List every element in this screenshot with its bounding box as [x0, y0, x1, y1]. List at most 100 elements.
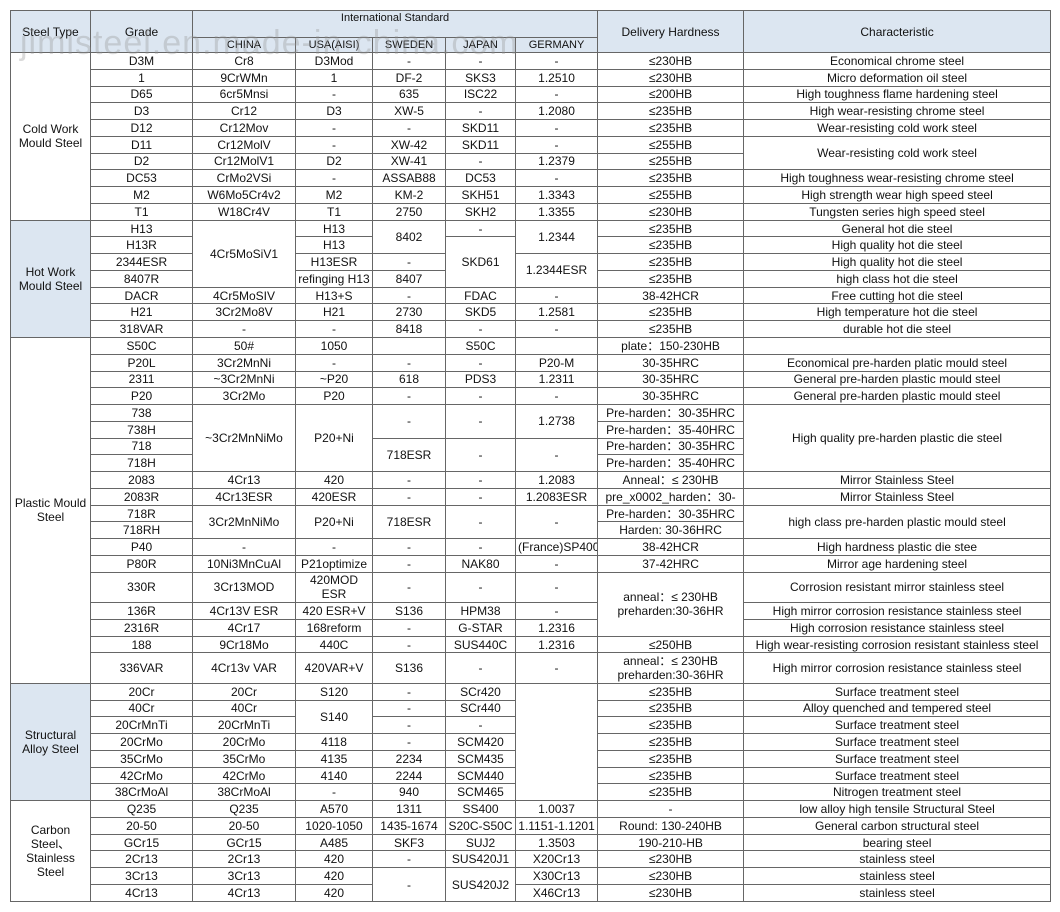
cell: 3Cr2MnNiMo: [192, 504, 296, 540]
cell: 1.1151-1.1201: [514, 816, 599, 835]
cell: Surface treatment steel: [743, 766, 1052, 785]
cell: 4Cr13ESR: [192, 487, 296, 506]
table-row: DACR 4Cr5MoSIV H13+S - FDAC -38-42HCR Free cut…: [11, 286, 1052, 305]
cell: 3Cr2Mo8V: [192, 303, 296, 322]
cell: High corrosion resistance stainless stee…: [743, 618, 1052, 637]
cell: -: [372, 404, 446, 439]
cell: Pre-harden：30-35HRC: [597, 404, 745, 422]
cell: -: [192, 320, 296, 339]
cell: 9CrWMn: [192, 68, 296, 87]
cell: ≤230HB: [597, 867, 745, 885]
cell: A485: [295, 833, 373, 852]
cell: -: [445, 716, 516, 735]
cell: 20CrMnTi: [90, 716, 193, 735]
cell: -: [295, 538, 373, 556]
cell: H13R: [90, 236, 193, 255]
cell: General carbon structural steel: [743, 816, 1052, 835]
cell: -: [514, 554, 599, 573]
table-row: 330R 3Cr13MOD 420MOD ESR - - - anneal：≤ 230HB …: [11, 571, 1052, 637]
table-row: 3Cr13 3Cr13 420- SUS420J2 X30Cr13 ≤230HB stain…: [11, 867, 1052, 902]
cell: General pre-harden plastic mould steel: [743, 387, 1052, 406]
cell: 30-35HRC: [597, 353, 745, 372]
table-row: P20L 3Cr2MnNi - - - P20-M 30-35HRC Economical p…: [11, 353, 1052, 372]
cell: 2083: [90, 471, 193, 489]
cell: H13ESR: [295, 253, 373, 271]
cell: ≤235HB: [597, 269, 745, 288]
table-header: Steel Type Grade International Standard …: [10, 10, 1052, 53]
cell: 318VAR: [90, 320, 193, 339]
cell: 2244: [372, 766, 446, 785]
cell: 738H: [90, 420, 193, 439]
header-cell: International Standard: [191, 10, 599, 38]
cell: 1.2738: [514, 404, 599, 439]
cell: -: [514, 169, 599, 188]
cell: High temperature hot die steel: [743, 303, 1052, 322]
header-cell: Steel Type: [10, 10, 91, 53]
cell: -: [514, 504, 599, 540]
cell: -: [445, 471, 516, 489]
cell: PDS3: [445, 370, 516, 389]
cell: A570: [295, 800, 373, 818]
cell: -: [445, 353, 516, 372]
cell: -: [597, 800, 745, 818]
cell: 1.2510: [514, 68, 599, 87]
table-row: 2344ESR H13ESR - 1.2344ESR ≤235HB High qualit…: [11, 253, 1052, 288]
cell: W18Cr4V: [192, 202, 296, 221]
cell: P80R: [90, 554, 193, 573]
cell: S50C: [445, 337, 516, 355]
cell: 1.2581: [514, 303, 599, 322]
cell: M2: [90, 186, 193, 204]
cell: ≤230HB: [597, 850, 745, 869]
cell: Wear-resisting cold work steel: [743, 135, 1052, 171]
cell: Q235: [192, 800, 296, 818]
cell: Corrosion resistant mirror stainless ste…: [743, 571, 1052, 604]
cell: 4Cr13v VAR: [192, 652, 296, 684]
steel-table: Steel Type Grade International Standard …: [10, 10, 1052, 902]
cell: Wear-resisting cold work steel: [743, 119, 1052, 137]
cell: D3: [295, 102, 373, 121]
table-row: 718RH Harden: 30-36HRC: [11, 521, 1051, 540]
cell: 38CrMoAl: [90, 783, 193, 802]
cell: High toughness flame hardening steel: [743, 85, 1052, 104]
cell: 1.2083: [514, 471, 599, 489]
cell: 4Cr13: [192, 471, 296, 489]
table-row: 38CrMoAl 38CrMoAl -940 SCM465 ≤235HB Nitrogen…: [11, 783, 1052, 802]
cell: 420: [295, 471, 373, 489]
cell: -: [445, 487, 516, 506]
cell: S20C-S50C: [445, 816, 516, 835]
cell: 3Cr13MOD: [192, 571, 296, 604]
cell: H21: [295, 303, 373, 322]
cell: High toughness wear-resisting chrome ste…: [743, 169, 1052, 188]
cell: H21: [90, 303, 193, 322]
cell: 50#: [192, 337, 296, 355]
cell: 1.2344ESR: [514, 253, 599, 288]
cell: -: [514, 320, 599, 339]
cell: 3Cr13: [192, 867, 296, 885]
cell: 2750: [372, 202, 446, 221]
table-row: 2083 4Cr13 420- -1.2083 Anneal：≤ 230HB Mirror…: [11, 471, 1052, 489]
steel-type-cell: Hot Work Mould Steel: [10, 219, 91, 339]
cell: ≤230HB: [597, 52, 745, 70]
header-cell: Grade: [90, 10, 193, 53]
cell: 8407: [372, 269, 446, 288]
cell: 37-42HRC: [597, 554, 745, 573]
table-row: D65 6cr5Mnsi -635 ISC22- ≤200HB High toughnes…: [11, 85, 1052, 104]
cell: Pre-harden：30-35HRC: [597, 504, 745, 523]
cell: -: [514, 52, 599, 70]
cell: Round: 130-240HB: [597, 816, 745, 835]
cell: 3Cr2MnNi: [192, 353, 296, 372]
cell: 718ESR: [372, 504, 446, 540]
header-cell: GERMANY: [514, 37, 599, 53]
cell: -: [445, 504, 516, 540]
cell: -: [445, 219, 516, 238]
cell: Cr8: [192, 52, 296, 70]
cell: ≤230HB: [597, 202, 745, 221]
cell: S136: [372, 652, 446, 684]
cell: General hot die steel: [743, 219, 1052, 238]
cell: 4Cr17: [192, 618, 296, 637]
cell: ≤235HB: [597, 749, 745, 768]
cell: ≤255HB: [597, 186, 745, 204]
cell: stainless steel: [743, 867, 1052, 885]
cell: 20-50: [192, 816, 296, 835]
cell: 2730: [372, 303, 446, 322]
